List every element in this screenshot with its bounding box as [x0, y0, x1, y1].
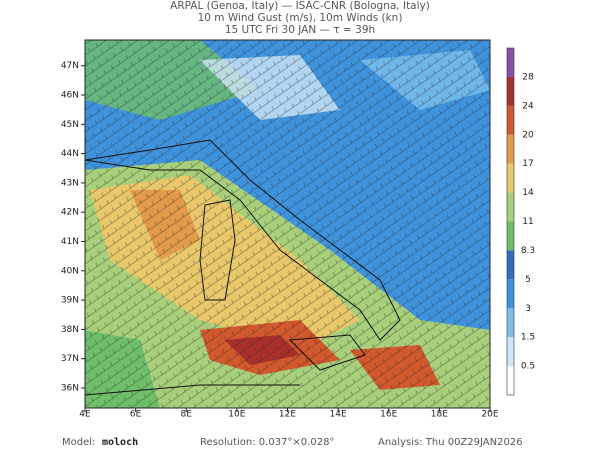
colorbar-band — [507, 192, 514, 222]
lat-label: 44N — [61, 149, 79, 159]
lat-label: 47N — [61, 61, 79, 71]
lat-label: 42N — [61, 208, 79, 218]
colorbar-band — [507, 163, 514, 193]
lon-label: 8E — [181, 410, 193, 420]
header-line: 10 m Wind Gust (m/s), 10m Winds (kn) — [198, 12, 403, 24]
lat-label: 38N — [61, 325, 79, 335]
lon-label: 4E — [79, 410, 91, 420]
colorbar-label: 0.5 — [521, 362, 535, 372]
colorbar-band — [507, 308, 514, 338]
lon-label: 12E — [279, 410, 296, 420]
lat-label: 37N — [61, 354, 79, 364]
colorbar-band — [507, 105, 514, 135]
colorbar-label: 14 — [522, 188, 534, 198]
header-line: ARPAL (Genoa, Italy) — ISAC-CNR (Bologna… — [170, 0, 430, 12]
lon-label: 10E — [228, 410, 245, 420]
footer-model: moloch — [102, 437, 138, 448]
colorbar-band — [507, 76, 514, 106]
colorbar-label: 20 — [522, 130, 534, 140]
colorbar-label: 3 — [525, 304, 531, 314]
colorbar-band — [507, 279, 514, 309]
colorbar-label: 1.5 — [521, 333, 535, 343]
colorbar-label: 28 — [522, 72, 534, 82]
colorbar-label: 5 — [525, 275, 531, 285]
colorbar-band — [507, 337, 514, 367]
lon-label: 14E — [330, 410, 347, 420]
header-line: 15 UTC Fri 30 JAN — τ = 39h — [225, 24, 375, 36]
colorbar-band — [507, 366, 514, 395]
lon-label: 20E — [481, 410, 498, 420]
lat-label: 36N — [61, 384, 79, 394]
colorbar-label: 11 — [522, 217, 533, 227]
colorbar: 0.5 1.5 3 5 8.3 11 14 17 20 24 28 — [506, 47, 535, 396]
colorbar-label: 17 — [522, 159, 533, 169]
colorbar-band — [507, 250, 514, 280]
lon-label: 6E — [130, 410, 142, 420]
lat-label: 41N — [61, 237, 79, 247]
colorbar-band — [507, 221, 514, 251]
lat-label: 43N — [61, 178, 79, 188]
lon-label: 16E — [380, 410, 397, 420]
colorbar-label: 24 — [522, 101, 534, 111]
lat-label: 40N — [61, 266, 79, 276]
lat-label: 46N — [61, 91, 79, 101]
lat-label: 39N — [61, 296, 79, 306]
footer-resolution: Resolution: 0.037°×0.028° — [200, 437, 334, 448]
lon-label: 18E — [431, 410, 448, 420]
footer-analysis: Analysis: Thu 00Z29JAN2026 — [378, 437, 523, 448]
colorbar-band — [507, 134, 514, 164]
map-field — [85, 40, 490, 408]
lat-label: 45N — [61, 120, 79, 130]
colorbar-label: 8.3 — [521, 246, 535, 256]
colorbar-frame — [506, 47, 515, 396]
colorbar-band — [507, 48, 514, 77]
footer-label: Model: — [62, 437, 95, 448]
